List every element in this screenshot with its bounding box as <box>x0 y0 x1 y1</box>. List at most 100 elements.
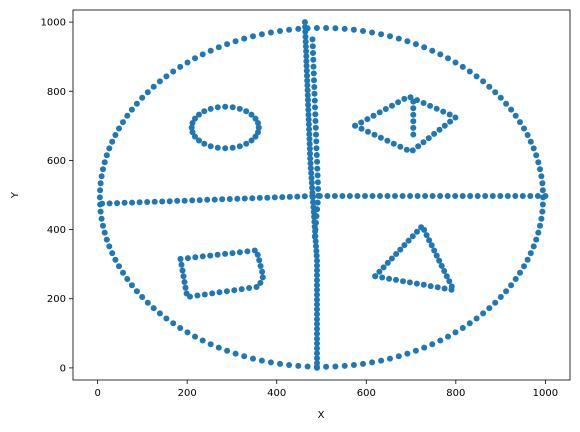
data-point <box>503 100 510 107</box>
data-point <box>400 278 406 285</box>
data-point <box>332 25 339 32</box>
data-point <box>360 28 366 34</box>
data-point <box>136 199 143 206</box>
data-point <box>452 193 459 199</box>
data-point <box>286 193 293 200</box>
data-point <box>331 193 338 199</box>
data-point <box>533 152 540 159</box>
data-point <box>446 278 453 285</box>
data-point <box>313 145 320 152</box>
data-point <box>307 165 314 172</box>
data-point <box>232 38 239 45</box>
data-point <box>390 140 397 147</box>
y-axis-ticks: 0 200 400 600 800 1000 <box>41 18 73 374</box>
data-point <box>184 255 191 262</box>
data-point <box>254 251 261 258</box>
data-point <box>303 53 310 60</box>
data-point <box>310 56 317 63</box>
data-point <box>256 194 263 201</box>
data-point <box>314 364 320 371</box>
data-point <box>295 25 302 32</box>
data-point <box>537 166 543 173</box>
data-point <box>252 115 259 122</box>
data-point <box>255 129 261 136</box>
data-point <box>314 291 320 298</box>
data-point <box>249 195 256 202</box>
data-point <box>535 229 542 236</box>
data-point <box>527 138 534 145</box>
data-point <box>517 269 523 276</box>
data-point <box>404 350 411 357</box>
data-point <box>415 143 422 150</box>
data-point <box>314 179 321 186</box>
data-point <box>302 24 309 30</box>
data-point <box>222 145 229 152</box>
data-point <box>440 108 447 115</box>
data-point <box>312 226 319 233</box>
data-point <box>124 112 131 119</box>
data-point <box>405 237 412 244</box>
data-point <box>395 99 402 106</box>
data-point <box>99 200 106 207</box>
data-point <box>314 345 320 352</box>
data-point <box>304 92 311 99</box>
data-point <box>352 122 359 129</box>
y-axis-label: Y <box>10 191 21 199</box>
data-point <box>97 187 104 194</box>
data-point <box>304 72 310 79</box>
data-point <box>530 145 537 152</box>
data-point <box>255 120 261 126</box>
data-point <box>313 252 320 259</box>
x-tick-label: 600 <box>357 388 376 399</box>
data-point <box>309 184 316 191</box>
data-point <box>236 105 243 112</box>
data-point <box>409 147 416 154</box>
data-point <box>314 330 320 337</box>
data-point <box>412 41 419 48</box>
data-point <box>376 268 383 275</box>
data-point <box>387 355 393 362</box>
data-point <box>533 236 540 243</box>
data-point <box>384 137 391 144</box>
data-point <box>229 250 236 257</box>
data-point <box>437 51 444 58</box>
data-point <box>427 283 434 290</box>
data-point <box>370 112 377 119</box>
x-tick-label: 800 <box>446 388 465 399</box>
data-point <box>422 193 429 199</box>
data-point <box>420 139 427 146</box>
data-point <box>534 193 541 199</box>
data-point <box>314 272 320 279</box>
data-point <box>311 97 318 104</box>
data-point <box>303 67 310 74</box>
data-point <box>207 47 214 54</box>
data-point <box>144 89 151 96</box>
data-point <box>170 320 177 327</box>
data-point <box>389 102 395 109</box>
data-point <box>183 290 190 297</box>
data-point <box>324 193 331 199</box>
data-point <box>96 194 103 201</box>
data-point <box>486 305 493 312</box>
data-point <box>216 289 223 296</box>
data-point <box>309 189 316 196</box>
data-point <box>504 193 511 199</box>
data-point <box>403 146 410 153</box>
data-point <box>448 286 455 293</box>
data-point <box>199 253 206 260</box>
data-point <box>214 144 221 151</box>
data-point <box>314 172 321 179</box>
data-point <box>420 100 427 106</box>
data-point <box>410 105 417 112</box>
data-point <box>364 116 371 123</box>
data-point <box>445 55 451 62</box>
data-point <box>332 363 339 370</box>
data-point <box>194 292 201 299</box>
data-point <box>241 353 248 360</box>
data-point <box>508 282 515 289</box>
data-point <box>267 359 274 366</box>
data-point <box>310 50 316 56</box>
data-point <box>159 198 166 205</box>
data-point <box>251 247 258 254</box>
data-point <box>156 78 163 85</box>
